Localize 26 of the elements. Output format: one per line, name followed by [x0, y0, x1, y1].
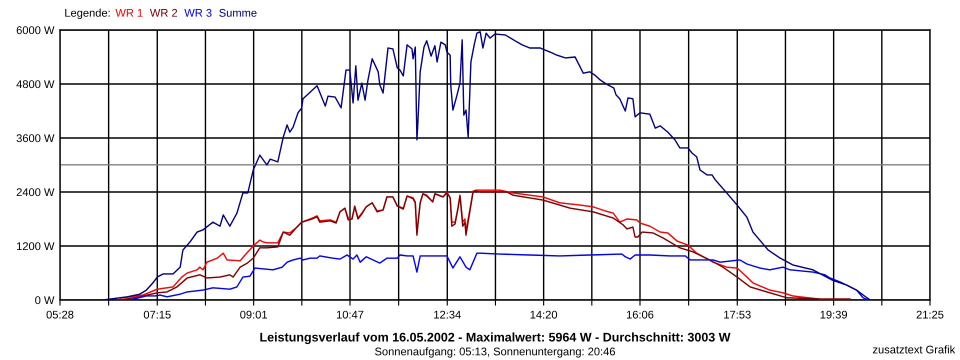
x-tick-label: 17:53	[724, 310, 751, 319]
line-series	[129, 252, 869, 300]
y-tick-label: 1200 W	[17, 242, 54, 250]
y-tick-label: 0 W	[35, 296, 54, 304]
legend-title: Legende:	[65, 8, 110, 19]
x-tick-label: 10:47	[336, 310, 364, 319]
x-tick-label: 12:34	[434, 310, 461, 319]
y-tick-label: 4800 W	[16, 80, 54, 88]
x-tick-label: 09:01	[240, 310, 267, 319]
x-tick-label: 16:06	[626, 310, 654, 319]
y-tick-label: 2400 W	[16, 188, 54, 196]
text: WR 3	[184, 8, 212, 17]
text: WR 1	[115, 9, 143, 17]
y-tick-label: 6000 W	[16, 26, 54, 34]
x-tick-label: 21:25	[916, 310, 944, 319]
text: zusatztext Grafik	[872, 345, 956, 354]
line-series	[102, 31, 871, 300]
text: Leistungsverlauf vom 16.05.2002 - Maximalwert: 5964 W - Durchschnitt: 3003 W	[260, 332, 730, 344]
text: Summe	[219, 8, 257, 17]
text: WR 2	[150, 8, 178, 17]
x-tick-label: 19:39	[820, 310, 848, 319]
x-tick-label: 07:15	[144, 310, 171, 319]
y-tick-label: 3600 W	[16, 134, 54, 142]
x-tick-label: 05:28	[46, 310, 74, 319]
x-tick-label: 14:20	[530, 310, 558, 319]
text: Sonnenaufgang: 05:13, Sonnenuntergang: 20:46	[375, 347, 615, 358]
